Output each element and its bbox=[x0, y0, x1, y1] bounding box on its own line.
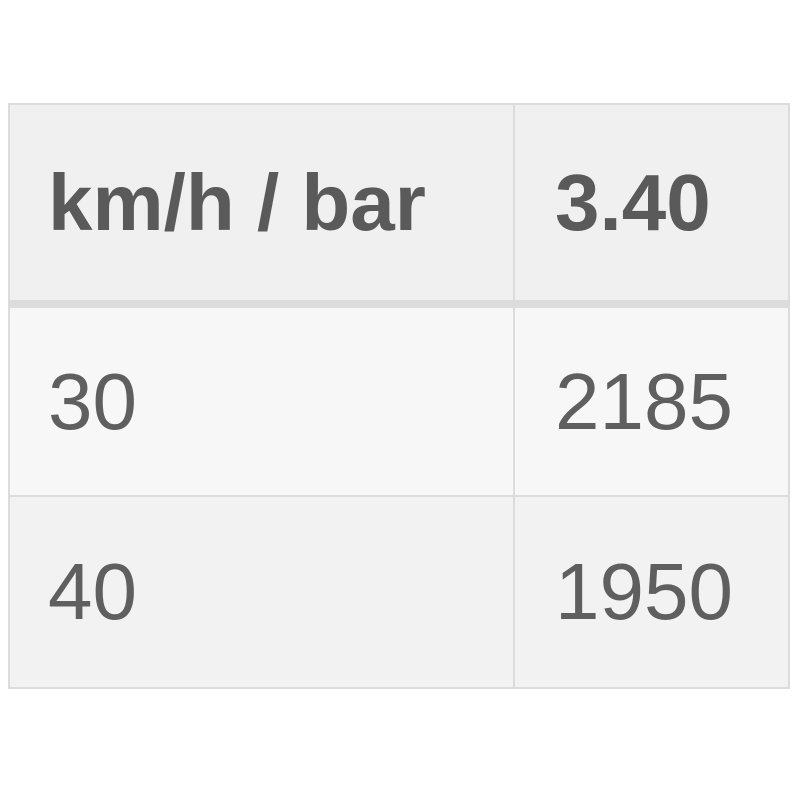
cell-speed: 30 bbox=[8, 303, 515, 497]
header-speed-pressure: km/h / bar bbox=[8, 103, 515, 308]
table-row: 40 1950 bbox=[8, 495, 790, 689]
cell-value: 1950 bbox=[513, 495, 790, 689]
cell-value: 2185 bbox=[513, 303, 790, 497]
data-table: km/h / bar 3.40 30 2185 40 1950 bbox=[8, 103, 790, 689]
cell-speed: 40 bbox=[8, 495, 515, 689]
header-row: km/h / bar 3.40 bbox=[8, 103, 790, 308]
header-pressure-value: 3.40 bbox=[513, 103, 790, 308]
table-row: 30 2185 bbox=[8, 303, 790, 497]
